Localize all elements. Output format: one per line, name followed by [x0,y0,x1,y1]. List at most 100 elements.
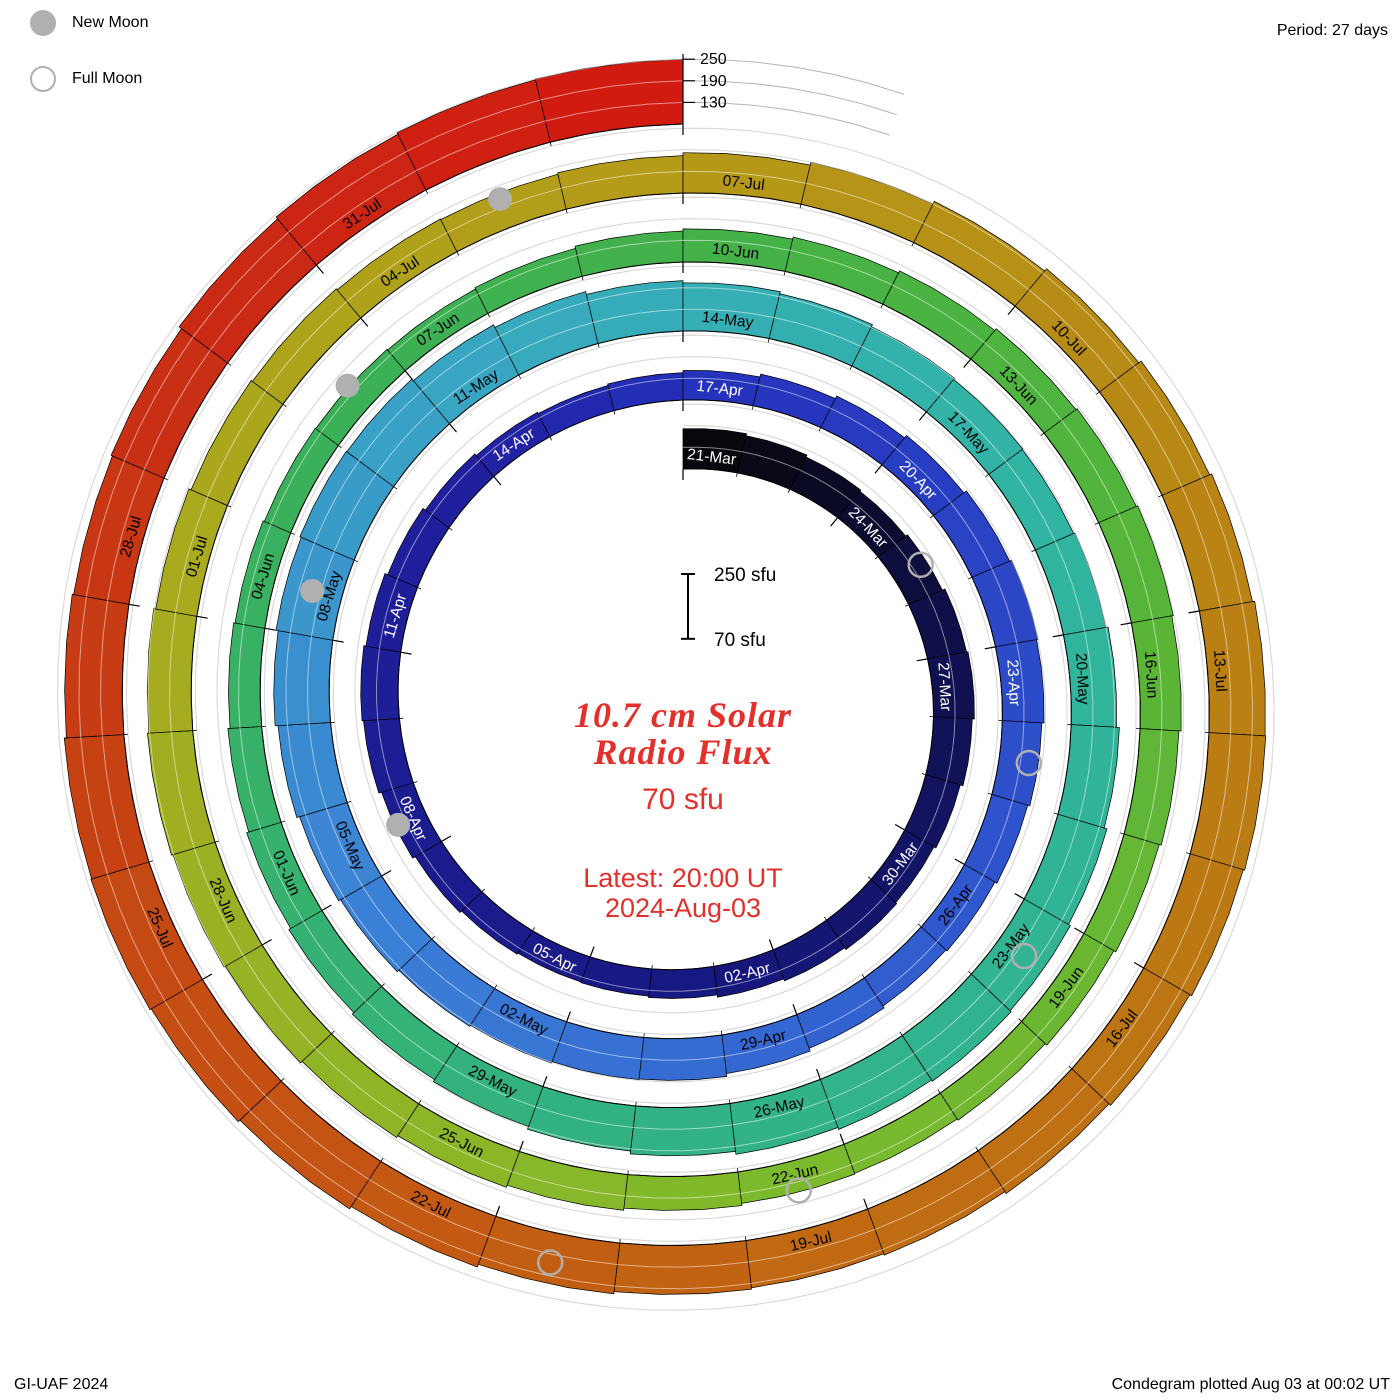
day-tick [1120,622,1132,626]
date-label: 27-Mar [934,662,954,712]
day-tick [1018,1018,1022,1022]
flux-bar [1034,532,1107,636]
full-moon-marker [1015,749,1043,777]
day-tick [518,1140,524,1152]
day-tick [542,1076,548,1087]
day-tick [1040,432,1045,436]
day-tick [1096,391,1100,395]
full-moon-label: Full Moon [72,70,143,87]
day-tick [987,792,993,795]
day-tick [449,423,457,433]
date-label: 07-Jul [722,172,766,194]
flux-bar [350,1160,497,1268]
new-moon-label: New Moon [72,14,149,31]
day-tick [1052,634,1064,638]
day-tick [867,876,872,880]
day-tick [880,304,884,308]
day-tick [518,374,521,379]
day-tick [494,984,498,989]
latest-date: 2024-Aug-03 [604,893,762,923]
day-tick [418,1100,422,1105]
plotted-label: Condegram plotted Aug 03 at 00:02 UT [1111,1376,1390,1393]
day-tick [417,587,422,590]
day-tick [751,405,754,410]
day-tick [332,639,344,643]
latest-time: Latest: 20:00 UT [583,863,783,893]
day-tick [331,1030,335,1035]
day-tick [899,1031,903,1036]
day-tick [227,362,232,366]
day-tick [549,142,552,147]
day-tick [918,411,927,421]
day-tick [839,1133,845,1145]
day-tick [280,1078,285,1082]
day-tick [1074,927,1085,935]
day-tick [985,473,990,478]
flux-bar [648,966,718,999]
day-tick [214,840,219,843]
day-tick [911,242,915,247]
chart-title-line2: Radio Flux [593,732,773,772]
day-tick [1094,522,1099,525]
day-tick [783,271,786,276]
new-moon-marker [386,812,411,837]
day-tick [823,916,827,921]
flux-bar [729,1078,839,1155]
day-tick [1054,812,1059,815]
day-tick [894,823,906,831]
day-tick [413,781,418,784]
day-tick [532,927,536,932]
date-label: 10-Jun [711,241,760,263]
day-tick [849,365,853,370]
day-tick [431,936,435,940]
day-tick [380,1157,384,1162]
day-tick [282,403,287,407]
day-tick [816,1068,821,1080]
flux-value: 70 sfu [642,783,724,816]
full-moon-marker [1010,942,1038,970]
day-tick [792,1004,798,1015]
scale-bar-min-label: 70 sfu [714,630,766,651]
day-tick [589,946,595,958]
date-label: 13-Jul [1210,649,1229,692]
day-tick [456,251,460,256]
day-tick [597,343,600,348]
day-tick [929,515,934,519]
date-label: 21-Mar [686,446,737,469]
center-title-block: 10.7 cm Solar Radio Flux 70 sfu Latest: … [483,697,883,924]
baseline-spiral [121,123,1210,1247]
day-tick [495,1205,501,1217]
flux-bar [396,79,551,191]
day-tick [353,559,358,563]
flux-bar [580,956,653,997]
day-tick [321,904,332,912]
flux-bar [557,155,684,210]
day-tick [874,556,879,560]
radial-axis-label: 130 [700,94,727,111]
day-tick [1120,832,1125,835]
day-tick [381,869,392,877]
credit-label: GI-UAF 2024 [14,1376,109,1393]
day-tick [904,604,909,607]
gridline-overlay [56,58,1275,1311]
day-tick [643,1033,645,1038]
day-tick [1186,852,1191,855]
day-tick [1133,961,1145,969]
flux-bar [623,1171,743,1211]
day-tick [937,1089,941,1094]
scale-bar-max-label: 250 sfu [714,565,776,586]
flux-bar [64,593,130,739]
full-moon-marker [785,1177,813,1204]
day-tick [163,477,168,481]
flux-bar [574,230,684,277]
flux-bar [63,734,150,880]
day-tick [493,476,502,486]
day-tick [290,532,295,535]
day-tick [954,858,965,866]
full-moon-marker [907,551,934,579]
legend-full-moon: Full Moon [30,62,148,96]
day-tick [338,445,342,449]
flux-bar [1123,728,1180,846]
gridline-overlay [78,80,1254,1290]
day-tick [921,773,926,776]
